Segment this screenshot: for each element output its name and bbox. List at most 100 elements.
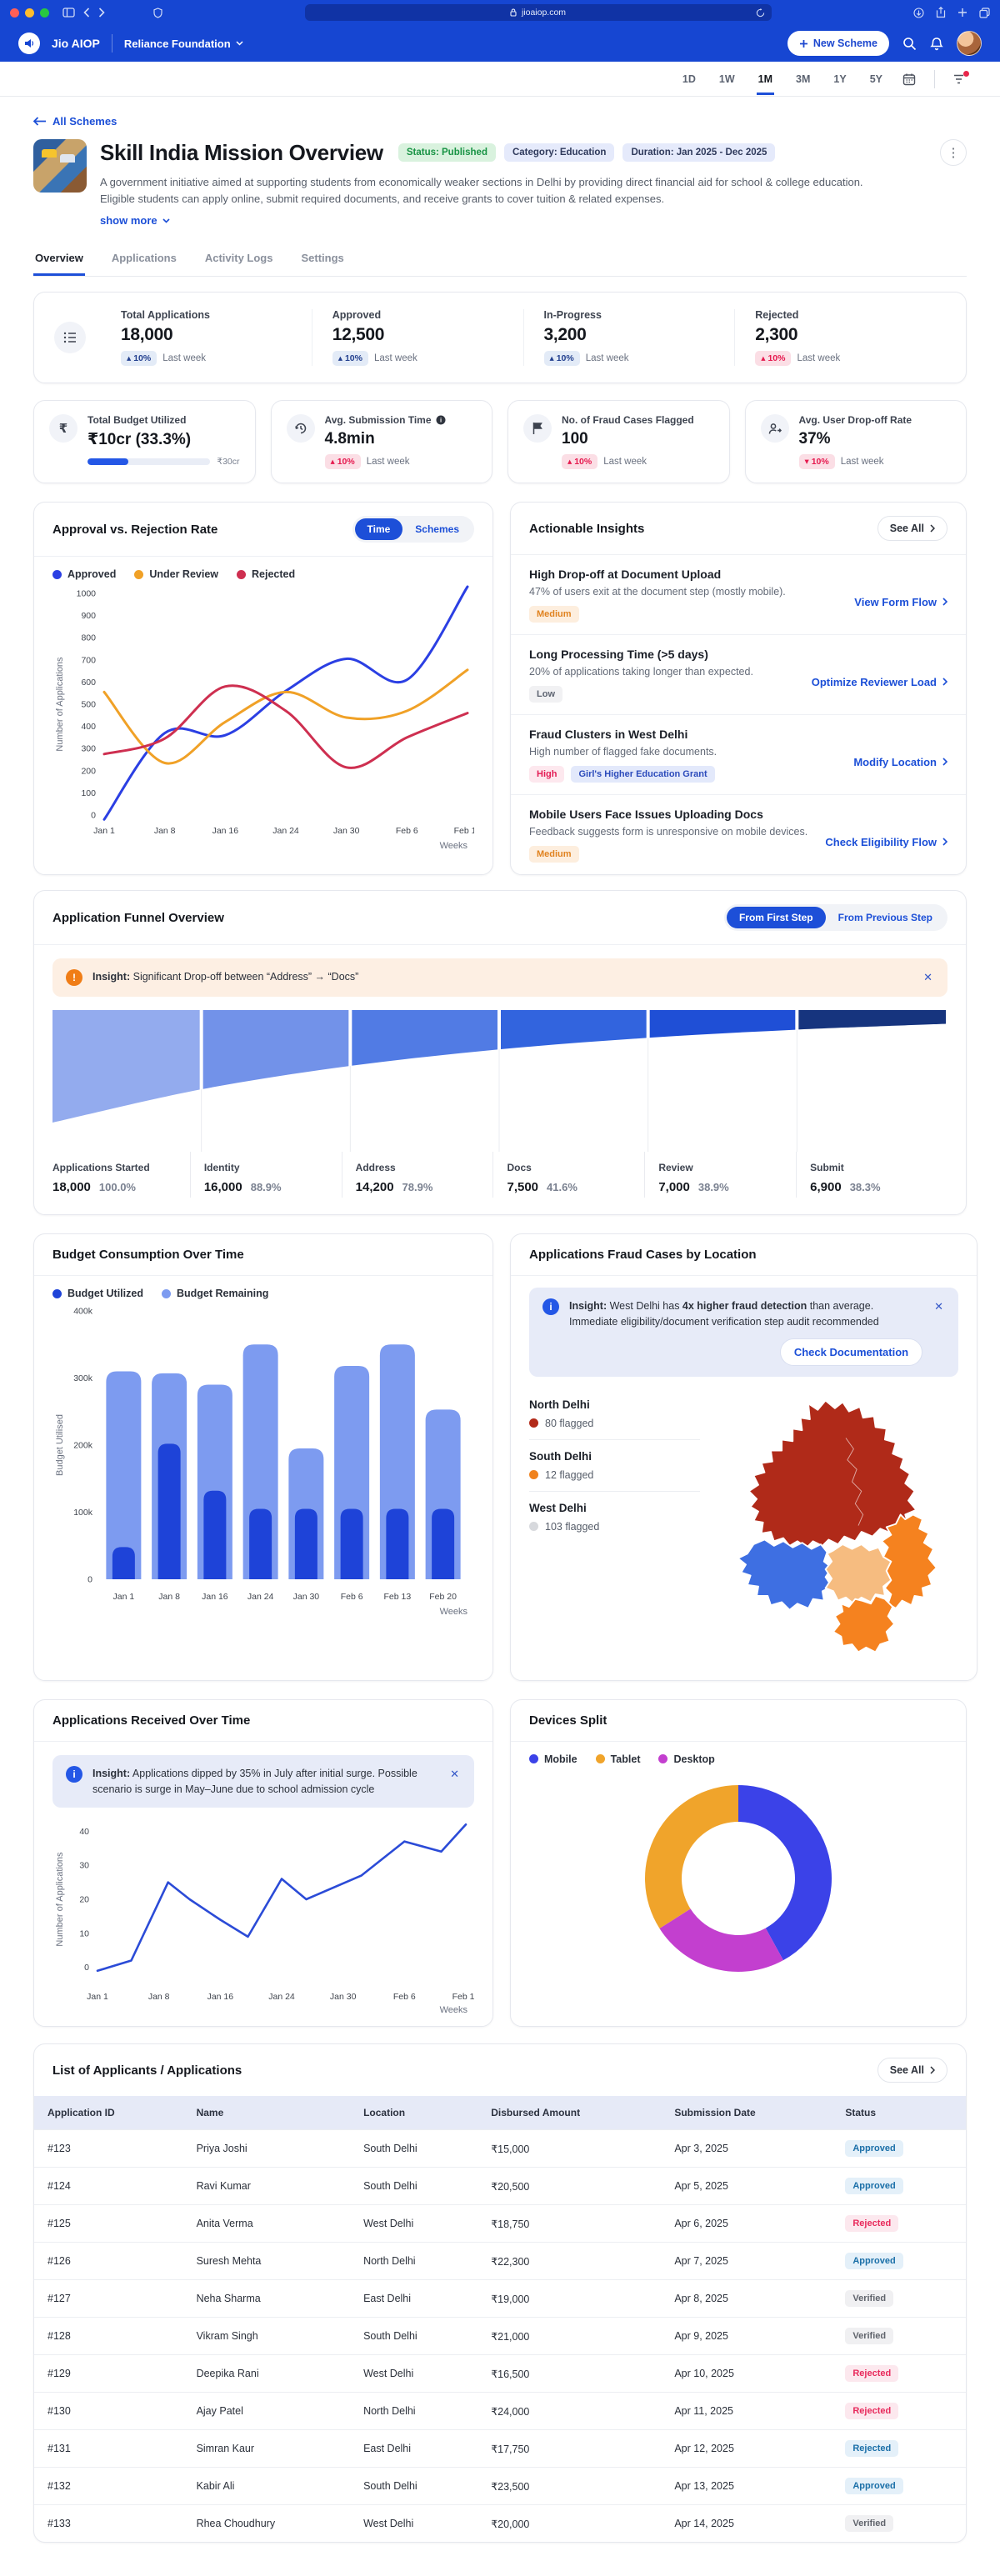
address-bar[interactable]: jioaiop.com (304, 4, 772, 21)
kpi-value: 100 (562, 430, 588, 448)
cell-location: West Delhi (350, 2504, 478, 2543)
status-badge: Status: Published (398, 143, 496, 162)
traffic-lights[interactable] (10, 8, 49, 18)
minimize-window-icon[interactable] (25, 8, 34, 18)
brand-name[interactable]: Jio AIOP (52, 37, 100, 50)
shield-icon[interactable] (153, 7, 162, 18)
close-icon[interactable]: ✕ (450, 1767, 459, 1780)
close-window-icon[interactable] (10, 8, 19, 18)
table-row[interactable]: #133 Rhea Choudhury West Delhi ₹20,000 A… (34, 2504, 966, 2543)
svg-text:Feb 20: Feb 20 (429, 1592, 457, 1602)
toggle-schemes[interactable]: Schemes (415, 523, 459, 536)
user-avatar[interactable] (957, 31, 982, 56)
tab-activity-logs[interactable]: Activity Logs (204, 252, 273, 265)
legend-approved: Approved (52, 568, 116, 580)
cell-status: Verified (832, 2504, 966, 2543)
insight-action-link[interactable]: View Form Flow (854, 581, 948, 623)
budget-bar-chart: 0 100k 200k 300k 400k Budget Utilised Weeks Jan… (55, 1307, 468, 1618)
legend-desktop: Desktop (658, 1753, 715, 1765)
funnel-step-docs: Docs 7,500 41.6% (492, 1152, 644, 1198)
range-1M[interactable]: 1M (756, 63, 775, 95)
table-row[interactable]: #130 Ajay Patel North Delhi ₹24,000 Apr … (34, 2392, 966, 2430)
table-row[interactable]: #124 Ravi Kumar South Delhi ₹20,500 Apr … (34, 2167, 966, 2205)
table-row[interactable]: #132 Kabir Ali South Delhi ₹23,500 Apr 1… (34, 2467, 966, 2505)
search-icon[interactable] (902, 37, 917, 51)
cell-status: Verified (832, 2317, 966, 2355)
user-dropoff-icon (768, 423, 782, 434)
range-3M[interactable]: 3M (796, 73, 811, 85)
svg-text:200k: 200k (73, 1441, 93, 1451)
reload-icon[interactable] (756, 8, 765, 18)
more-options-button[interactable]: ⋮ (940, 139, 967, 166)
cell-date: Apr 7, 2025 (661, 2242, 832, 2280)
back-icon[interactable] (83, 8, 90, 18)
table-row[interactable]: #131 Simran Kaur East Delhi ₹17,750 Apr … (34, 2429, 966, 2468)
toggle-from-previous-step[interactable]: From Previous Step (838, 912, 932, 924)
column-header: Name (182, 2096, 351, 2130)
insight-action-link[interactable]: Optimize Reviewer Load (812, 661, 948, 703)
kpi-value: 4.8min (324, 430, 375, 448)
zoom-window-icon[interactable] (40, 8, 49, 18)
range-1Y[interactable]: 1Y (833, 73, 847, 85)
applications-received-card: Applications Received Over Time i Insigh… (33, 1698, 493, 2028)
see-all-applicants-button[interactable]: See All (877, 2058, 948, 2083)
svg-text:0: 0 (91, 811, 96, 821)
see-all-insights-button[interactable]: See All (877, 516, 948, 542)
sidebar-toggle-icon[interactable] (62, 8, 75, 18)
tab-overview[interactable]: Overview (33, 243, 85, 277)
toggle-time[interactable]: Time (354, 518, 403, 541)
org-selector[interactable]: Reliance Foundation (124, 38, 243, 50)
status-badge: Verified (845, 2328, 894, 2345)
cell-name: Vikram Singh (182, 2317, 351, 2355)
info-icon: i (436, 415, 446, 425)
downloads-icon[interactable] (913, 7, 924, 18)
range-1W[interactable]: 1W (718, 73, 735, 85)
svg-text:Jan 24: Jan 24 (272, 826, 299, 836)
range-1D[interactable]: 1D (682, 73, 696, 85)
insight-action-link[interactable]: Modify Location (853, 741, 948, 783)
table-row[interactable]: #126 Suresh Mehta North Delhi ₹22,300 Ap… (34, 2242, 966, 2280)
table-row[interactable]: #127 Neha Sharma East Delhi ₹19,000 Apr … (34, 2279, 966, 2318)
table-row[interactable]: #123 Priya Joshi South Delhi ₹15,000 Apr… (34, 2129, 966, 2168)
cell-date: Apr 10, 2025 (661, 2354, 832, 2393)
jio-logo-icon[interactable] (18, 33, 40, 54)
funnel-step-pct: 88.9% (250, 1181, 282, 1194)
column-header: Application ID (34, 2096, 183, 2130)
tab-applications[interactable]: Applications (111, 252, 177, 265)
close-icon[interactable]: ✕ (934, 1300, 943, 1313)
calendar-icon[interactable] (902, 73, 916, 86)
show-more-link[interactable]: show more (100, 214, 170, 227)
page-title: Skill India Mission Overview (100, 139, 383, 165)
new-scheme-button[interactable]: New Scheme (787, 31, 889, 56)
toggle-from-first-step[interactable]: From First Step (726, 907, 826, 929)
svg-text:700: 700 (81, 656, 96, 666)
fraud-insight-banner: i Insight: West Delhi has 4x higher frau… (529, 1288, 958, 1377)
cell-date: Apr 11, 2025 (661, 2392, 832, 2430)
check-documentation-button[interactable]: Check Documentation (779, 1338, 923, 1366)
kpi-label: Avg. Submission Time i (325, 414, 478, 426)
tab-settings[interactable]: Settings (301, 252, 344, 265)
table-row[interactable]: #129 Deepika Rani West Delhi ₹16,500 Apr… (34, 2354, 966, 2393)
range-5Y[interactable]: 5Y (869, 73, 882, 85)
app-navbar: Jio AIOP Reliance Foundation New Scheme (0, 25, 1000, 62)
chevron-right-icon (942, 838, 948, 846)
close-icon[interactable]: ✕ (923, 971, 932, 984)
svg-text:300: 300 (81, 744, 96, 754)
notifications-bell-icon[interactable] (930, 37, 943, 51)
cell-date: Apr 14, 2025 (661, 2504, 832, 2543)
breadcrumb-back-link[interactable]: All Schemes (33, 115, 117, 128)
share-icon[interactable] (936, 7, 946, 18)
table-row[interactable]: #125 Anita Verma West Delhi ₹18,750 Apr … (34, 2204, 966, 2243)
cell-amount: ₹19,000 (478, 2279, 662, 2318)
insight-action-link[interactable]: Check Eligibility Flow (825, 821, 948, 863)
tab-overview-icon[interactable] (979, 7, 990, 18)
status-badge: Rejected (845, 2440, 899, 2458)
svg-text:400k: 400k (73, 1307, 93, 1317)
new-tab-icon[interactable] (958, 7, 968, 18)
status-badge: Rejected (845, 2215, 899, 2233)
stat-value: 2,300 (755, 325, 798, 345)
table-row[interactable]: #128 Vikram Singh South Delhi ₹21,000 Ap… (34, 2317, 966, 2355)
forward-icon[interactable] (98, 8, 105, 18)
budget-progress-bar (88, 458, 211, 466)
filter-icon[interactable] (953, 70, 969, 85)
